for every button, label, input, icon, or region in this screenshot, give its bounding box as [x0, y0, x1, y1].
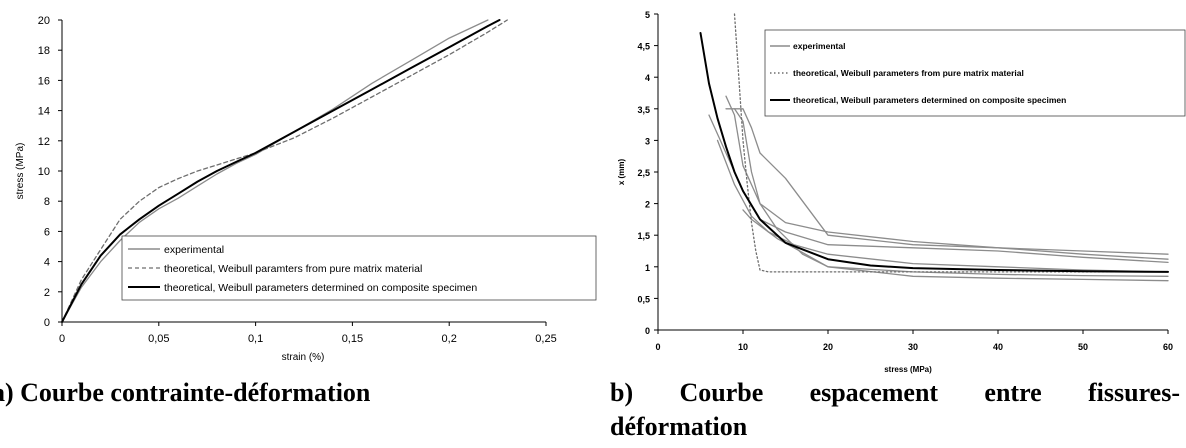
chart-a-legend-label-3: theoretical, Weibull parameters determin…	[164, 282, 477, 294]
chart-b-x-tick-label: 10	[738, 342, 748, 352]
chart-b-y-tick-label: 3,5	[637, 105, 650, 115]
chart-b-x-tick-label: 60	[1163, 342, 1173, 352]
chart-b-x-tick-label: 50	[1078, 342, 1088, 352]
chart-b-y-tick-label: 4,5	[637, 42, 650, 52]
chart-a-y-tick-label: 20	[38, 15, 50, 27]
chart-a-x-tick-label: 0,2	[442, 333, 457, 345]
caption-b-word-3: espacement	[809, 378, 939, 407]
chart-b-series-line-6	[742, 209, 1169, 282]
chart-a-series-line-3	[61, 19, 501, 323]
caption-b-word-1: b)	[610, 378, 634, 407]
chart-b-y-tick-label: 2,5	[637, 168, 650, 178]
chart-a-x-axis-label: strain (%)	[282, 352, 325, 363]
chart-a-legend: experimental theoretical, Weibull paramt…	[121, 235, 597, 301]
chart-a: 0 2 4 6 8 10 12 14 16 18 20 0 0,05 0,1 0,15 0,2 0,25 st…	[15, 15, 597, 363]
caption-a: a) Courbe contrainte-déformation	[0, 378, 371, 407]
chart-a-y-tick-label: 0	[44, 317, 50, 329]
chart-a-x-tick-label: 0,1	[248, 333, 263, 345]
chart-a-y-tick-label: 2	[44, 287, 50, 299]
chart-b-y-tick-label: 1,5	[637, 231, 650, 241]
chart-b-y-tick-label: 4	[645, 73, 650, 83]
chart-b-series-line-8	[699, 32, 1169, 273]
chart-a-x-tick-label: 0	[59, 333, 65, 345]
chart-b-x-ticks: 0 10 20 30 40 50 60	[655, 330, 1173, 352]
chart-b-series-line-2	[725, 95, 1169, 260]
caption-b-word-2: Courbe	[679, 378, 764, 407]
chart-a-legend-label-2: theoretical, Weibull paramters from pure…	[164, 263, 422, 275]
caption-b-line1: b) Courbe espacement entre fissures-	[610, 378, 1180, 408]
chart-a-y-tick-label: 14	[38, 106, 50, 118]
chart-a-series-line-2	[61, 19, 508, 323]
chart-b-series	[699, 13, 1169, 282]
chart-a-legend-label-1: experimental	[164, 244, 224, 256]
chart-b-series-line-4	[716, 139, 1169, 273]
chart-a-y-tick-label: 4	[44, 257, 50, 269]
caption-b-word-4: entre	[984, 378, 1042, 407]
chart-a-y-axis-label: stress (MPa)	[15, 143, 26, 200]
chart-a-legend-box	[121, 235, 597, 301]
chart-a-x-tick-label: 0,25	[535, 333, 556, 345]
chart-a-y-tick-label: 18	[38, 45, 50, 57]
chart-b-series-line-5	[733, 108, 1169, 277]
chart-a-y-ticks: 0 2 4 6 8 10 12 14 16 18 20	[38, 15, 62, 329]
chart-b-y-tick-label: 0,5	[637, 294, 650, 304]
chart-a-y-tick-label: 16	[38, 75, 50, 87]
chart-b-y-ticks: 0 0,5 1 1,5 2 2,5 3 3,5 4 4,5 5	[637, 10, 658, 336]
chart-b-x-tick-label: 40	[993, 342, 1003, 352]
chart-b-y-tick-label: 1	[645, 263, 650, 273]
caption-b-line2: déformation	[610, 412, 748, 441]
chart-b-series-line-7	[733, 13, 1169, 273]
chart-a-y-tick-label: 6	[44, 226, 50, 238]
chart-b-x-tick-label: 0	[655, 342, 660, 352]
chart-a-x-tick-label: 0,05	[148, 333, 169, 345]
chart-b: 0 0,5 1 1,5 2 2,5 3 3,5 4 4,5 5 0 10 20 30 40 50 60 x (m…	[617, 10, 1186, 374]
chart-b-x-axis-label: stress (MPa)	[884, 365, 932, 374]
chart-a-series-line-1	[61, 19, 489, 323]
caption-b-word-5: fissures-	[1088, 378, 1180, 407]
chart-b-y-axis-label: x (mm)	[617, 159, 626, 186]
chart-b-legend: experimental theoretical, Weibull parame…	[764, 29, 1186, 117]
chart-b-legend-label-3: theoretical, Weibull parameters determin…	[793, 95, 1066, 105]
chart-a-y-tick-label: 12	[38, 136, 50, 148]
chart-a-y-tick-label: 10	[38, 166, 50, 178]
chart-b-legend-label-2: theoretical, Weibull parameters from pur…	[793, 68, 1024, 78]
chart-a-series	[61, 19, 508, 323]
chart-b-legend-label-1: experimental	[793, 41, 845, 51]
chart-b-x-tick-label: 20	[823, 342, 833, 352]
chart-b-y-tick-label: 5	[645, 10, 650, 20]
chart-b-legend-box	[764, 29, 1186, 117]
chart-b-series-line-1	[725, 108, 1169, 255]
chart-a-x-tick-label: 0,15	[342, 333, 363, 345]
chart-a-x-ticks: 0 0,05 0,1 0,15 0,2 0,25	[59, 322, 557, 345]
chart-a-y-tick-label: 8	[44, 196, 50, 208]
chart-b-series-line-3	[708, 114, 1169, 264]
chart-b-x-tick-label: 30	[908, 342, 918, 352]
chart-b-y-tick-label: 3	[645, 136, 650, 146]
chart-b-y-tick-label: 0	[645, 326, 650, 336]
chart-b-y-tick-label: 2	[645, 200, 650, 210]
